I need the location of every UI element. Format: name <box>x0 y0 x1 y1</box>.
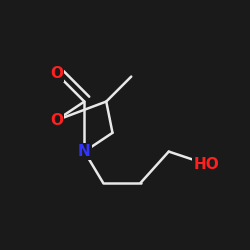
Text: N: N <box>78 144 91 159</box>
Text: HO: HO <box>194 156 219 172</box>
Text: O: O <box>50 113 63 128</box>
Text: O: O <box>50 66 63 81</box>
